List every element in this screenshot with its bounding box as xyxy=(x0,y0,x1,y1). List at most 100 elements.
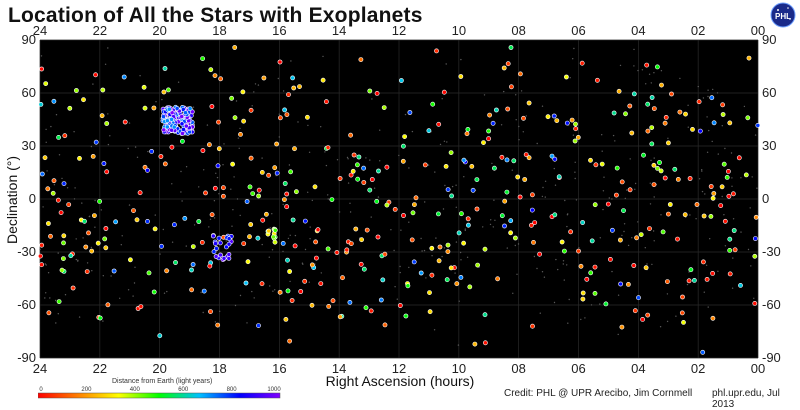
star-point xyxy=(448,265,454,271)
star-point xyxy=(526,100,532,106)
background-star xyxy=(439,143,442,146)
star-point xyxy=(292,243,298,249)
background-star xyxy=(230,188,232,190)
phl-logo-icon: PHL xyxy=(770,2,796,28)
background-star xyxy=(590,304,593,306)
background-star xyxy=(709,238,711,240)
background-star xyxy=(723,214,725,216)
star-point xyxy=(688,267,694,273)
background-star xyxy=(90,246,93,249)
star-point xyxy=(230,161,235,167)
star-point xyxy=(285,288,291,294)
star-point xyxy=(579,60,585,66)
background-star xyxy=(73,198,76,200)
star-point xyxy=(532,220,538,225)
y-tick-label-left: -30 xyxy=(17,244,36,259)
x-tick-label-bottom: 14 xyxy=(332,361,346,376)
star-point xyxy=(290,217,296,223)
background-star xyxy=(617,333,619,336)
star-point xyxy=(208,67,214,73)
star-point xyxy=(375,234,381,240)
star-point xyxy=(667,202,673,207)
background-star xyxy=(161,98,163,101)
star-point xyxy=(610,227,615,233)
background-star xyxy=(731,185,733,187)
background-star xyxy=(660,214,662,216)
star-point xyxy=(687,176,693,181)
star-point xyxy=(518,71,523,77)
star-point xyxy=(726,193,732,199)
background-star xyxy=(626,189,628,191)
star-point xyxy=(337,314,343,320)
star-point xyxy=(318,281,324,286)
background-star xyxy=(271,213,273,215)
star-point xyxy=(38,253,43,259)
star-point xyxy=(397,303,403,308)
background-star xyxy=(711,140,713,143)
background-star xyxy=(171,183,173,185)
star-point xyxy=(260,217,266,223)
star-point xyxy=(183,123,189,129)
star-point xyxy=(358,261,364,267)
star-point xyxy=(662,175,668,181)
background-star xyxy=(107,47,109,49)
background-star xyxy=(119,297,121,299)
star-point xyxy=(263,211,269,217)
star-point xyxy=(165,87,171,93)
star-point xyxy=(711,120,717,126)
star-point xyxy=(445,249,451,254)
star-point xyxy=(248,107,254,113)
background-star xyxy=(553,301,556,304)
star-point xyxy=(605,201,611,207)
background-star xyxy=(533,255,536,258)
star-point xyxy=(374,91,380,96)
star-point xyxy=(361,266,367,272)
background-star xyxy=(349,211,352,213)
star-point xyxy=(505,61,511,67)
star-point xyxy=(304,114,310,120)
star-point xyxy=(469,163,475,169)
background-star xyxy=(107,113,109,115)
background-star xyxy=(644,247,646,249)
star-point xyxy=(660,229,666,235)
star-point xyxy=(614,192,619,198)
star-point xyxy=(619,324,625,330)
background-star xyxy=(269,285,271,287)
star-point xyxy=(200,148,206,153)
y-tick-label-left: 0 xyxy=(29,191,36,206)
star-point xyxy=(48,233,53,239)
background-star xyxy=(301,262,304,264)
star-point xyxy=(313,239,318,245)
background-star xyxy=(568,298,570,301)
star-point xyxy=(122,119,128,125)
background-star xyxy=(660,70,663,72)
star-point xyxy=(727,120,733,126)
background-star xyxy=(91,270,93,272)
background-star xyxy=(282,203,284,206)
background-star xyxy=(290,60,292,62)
star-point xyxy=(149,148,154,154)
star-point xyxy=(429,272,435,278)
background-star xyxy=(77,259,79,261)
star-point xyxy=(245,259,251,265)
background-star xyxy=(338,211,341,213)
x-tick-label-top: 06 xyxy=(571,23,585,38)
star-point xyxy=(643,265,649,271)
colorbar-tick-label: 800 xyxy=(227,387,238,393)
star-point xyxy=(531,239,536,245)
background-star xyxy=(257,84,260,86)
star-point xyxy=(284,191,290,197)
star-point xyxy=(392,206,398,212)
star-point xyxy=(213,246,219,251)
star-point xyxy=(427,309,433,315)
background-star xyxy=(623,223,626,225)
background-star xyxy=(274,289,276,291)
background-star xyxy=(45,141,47,143)
background-star xyxy=(503,90,505,93)
star-point xyxy=(179,138,185,144)
star-point xyxy=(325,145,331,150)
background-star xyxy=(629,158,631,160)
background-star xyxy=(278,113,280,115)
star-point xyxy=(151,105,157,111)
star-point xyxy=(681,319,686,325)
